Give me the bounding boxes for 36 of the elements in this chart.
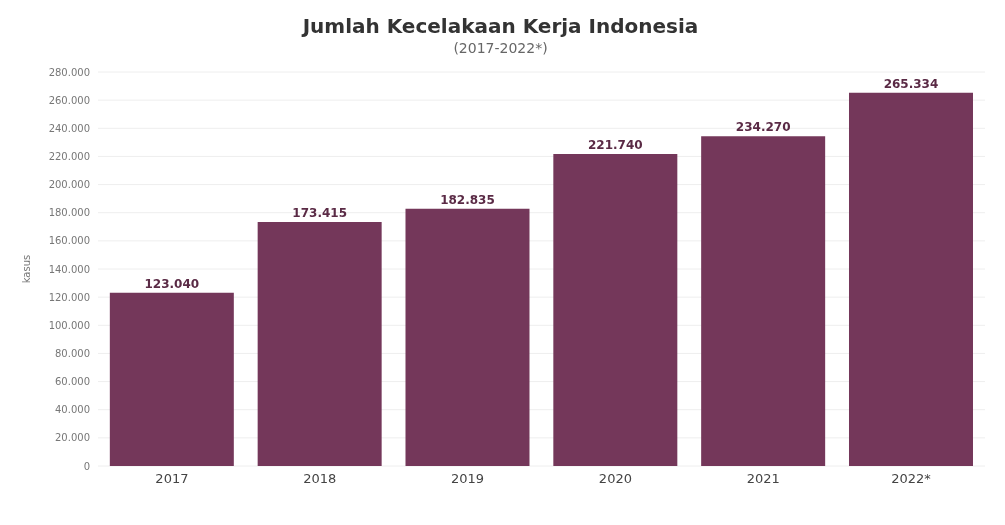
data-label: 182.835 — [440, 192, 495, 207]
y-tick-label: 180.000 — [48, 207, 90, 219]
bar — [109, 292, 234, 466]
y-tick-label: 0 — [83, 460, 90, 472]
bar — [405, 208, 530, 466]
chart-title: Jumlah Kecelakaan Kerja Indonesia — [300, 13, 700, 38]
x-tick-label: 2022* — [891, 471, 932, 487]
data-label: 221.740 — [588, 137, 643, 152]
y-tick-label: 80.000 — [55, 347, 90, 359]
y-tick-label: 60.000 — [55, 376, 90, 388]
bar — [848, 92, 973, 466]
bar — [553, 153, 678, 466]
y-tick-label: 100.000 — [48, 319, 90, 331]
bar — [257, 221, 382, 466]
y-tick-label: 200.000 — [48, 179, 90, 191]
data-label: 173.415 — [292, 205, 347, 220]
y-tick-label: 120.000 — [48, 291, 90, 303]
bar — [701, 136, 826, 466]
y-tick-label: 160.000 — [48, 235, 90, 247]
y-tick-label: 140.000 — [48, 263, 90, 275]
y-tick-label: 220.000 — [48, 150, 90, 162]
x-tick-label: 2018 — [303, 471, 337, 487]
x-tick-label: 2017 — [155, 471, 189, 487]
y-tick-label: 20.000 — [55, 432, 90, 444]
x-tick-label: 2019 — [451, 471, 485, 487]
y-axis-title: kasus — [20, 254, 32, 284]
chart-subtitle: (2017-2022*) — [452, 40, 549, 56]
data-label: 265.334 — [883, 76, 939, 91]
y-tick-label: 40.000 — [55, 404, 90, 416]
y-tick-label: 260.000 — [48, 94, 90, 106]
data-label: 234.270 — [735, 120, 791, 135]
x-tick-label: 2021 — [746, 471, 780, 487]
data-label: 123.040 — [144, 276, 200, 291]
x-tick-label: 2020 — [598, 471, 632, 487]
y-tick-label: 240.000 — [48, 122, 90, 134]
y-tick-label: 280.000 — [48, 66, 90, 78]
